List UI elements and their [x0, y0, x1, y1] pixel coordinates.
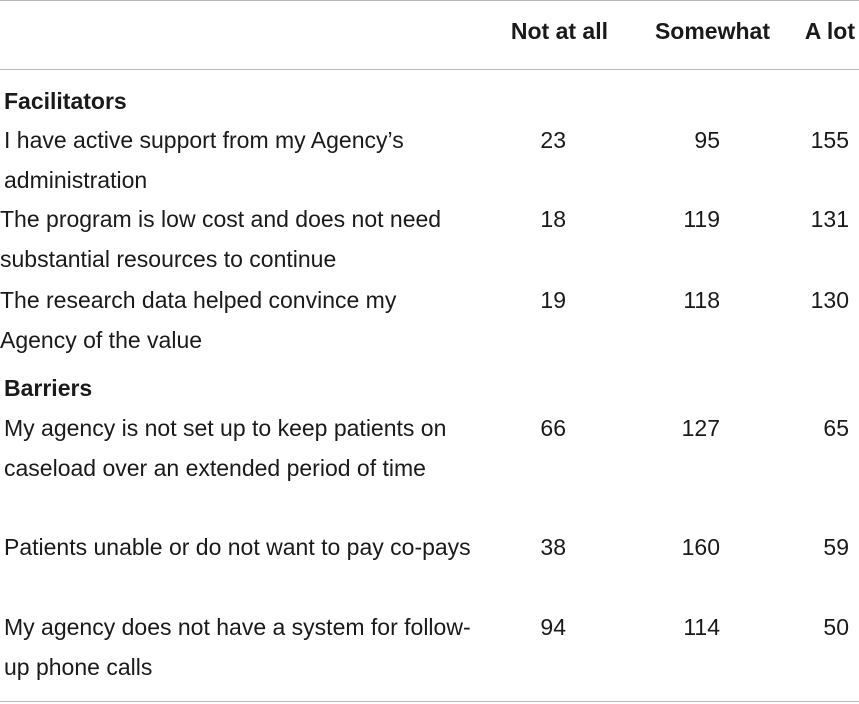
row-value-somewhat: 118: [683, 287, 720, 313]
row-value-not-at-all: 94: [540, 614, 566, 640]
row-value-a-lot: 59: [823, 534, 849, 560]
row-value-not-at-all: 38: [540, 534, 566, 560]
row-value-a-lot: 130: [810, 287, 849, 313]
header-rule: [0, 69, 859, 70]
row-label: The program is low cost and does not nee…: [0, 206, 442, 272]
row-value-not-at-all: 23: [540, 127, 566, 153]
column-header-somewhat: Somewhat: [654, 18, 770, 44]
row-value-a-lot: 131: [810, 206, 849, 232]
column-header-a-lot: A lot: [804, 18, 855, 44]
column-header-not-at-all: Not at all: [510, 18, 608, 44]
section-title-facilitators: Facilitators: [4, 88, 127, 114]
row-value-not-at-all: 18: [540, 206, 566, 232]
section-title-barriers: Barriers: [4, 375, 93, 401]
row-value-a-lot: 155: [810, 127, 849, 153]
row-value-not-at-all: 19: [540, 287, 566, 313]
bottom-rule: [0, 701, 859, 702]
row-value-somewhat: 114: [683, 614, 720, 640]
row-value-somewhat: 119: [683, 206, 720, 232]
row-label: My agency does not have a system for fol…: [4, 614, 471, 680]
row-value-somewhat: 127: [681, 415, 720, 441]
row-label: My agency is not set up to keep patients…: [4, 415, 447, 481]
row-label: The research data helped convince my Age…: [0, 287, 397, 353]
row-value-somewhat: 95: [694, 127, 720, 153]
row-value-a-lot: 50: [823, 614, 849, 640]
row-label: Patients unable or do not want to pay co…: [4, 534, 471, 560]
top-rule: [0, 0, 859, 1]
row-value-a-lot: 65: [823, 415, 849, 441]
row-value-not-at-all: 66: [540, 415, 566, 441]
row-label: I have active support from my Agency’s a…: [4, 127, 404, 193]
row-value-somewhat: 160: [681, 534, 720, 560]
